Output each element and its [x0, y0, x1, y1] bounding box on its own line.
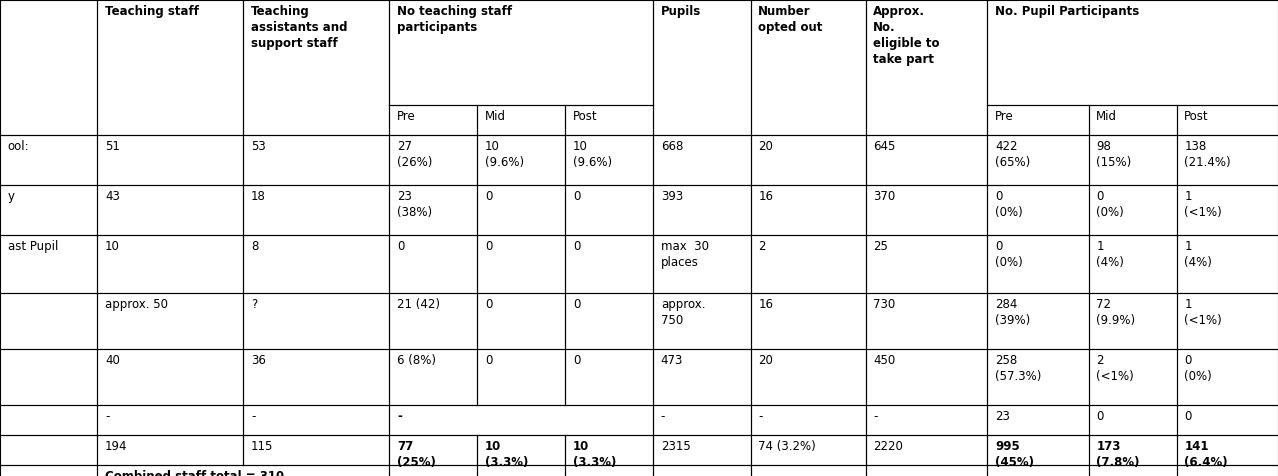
Text: 138
(21.4%): 138 (21.4%)	[1185, 140, 1231, 169]
Text: 51: 51	[105, 140, 120, 153]
Text: 995
(45%): 995 (45%)	[994, 440, 1034, 469]
Text: -: -	[758, 410, 763, 423]
Text: 53: 53	[250, 140, 266, 153]
Text: 23: 23	[994, 410, 1010, 423]
Text: 141
(6.4%): 141 (6.4%)	[1185, 440, 1228, 469]
Text: 27
(26%): 27 (26%)	[397, 140, 432, 169]
Text: 2315: 2315	[661, 440, 690, 453]
Text: 16: 16	[758, 298, 773, 311]
Text: 10
(3.3%): 10 (3.3%)	[573, 440, 616, 469]
Text: 8: 8	[250, 240, 258, 253]
Text: 1
(<1%): 1 (<1%)	[1185, 190, 1222, 219]
Text: 20: 20	[758, 140, 773, 153]
Text: 40: 40	[105, 354, 120, 367]
Text: 0: 0	[486, 240, 492, 253]
Text: 0: 0	[1185, 410, 1191, 423]
Text: 6 (8%): 6 (8%)	[397, 354, 436, 367]
Text: Mid: Mid	[486, 110, 506, 123]
Text: 0: 0	[397, 240, 405, 253]
Text: 645: 645	[873, 140, 896, 153]
Text: 21 (42): 21 (42)	[397, 298, 440, 311]
Text: No. Pupil Participants: No. Pupil Participants	[994, 5, 1139, 18]
Text: 668: 668	[661, 140, 684, 153]
Text: 0
(0%): 0 (0%)	[994, 190, 1022, 219]
Text: -: -	[661, 410, 666, 423]
Text: 115: 115	[250, 440, 273, 453]
Text: 450: 450	[873, 354, 896, 367]
Text: 730: 730	[873, 298, 896, 311]
Text: 173
(7.8%): 173 (7.8%)	[1097, 440, 1140, 469]
Text: -: -	[105, 410, 110, 423]
Text: 10
(3.3%): 10 (3.3%)	[486, 440, 528, 469]
Text: 25: 25	[873, 240, 888, 253]
Text: 0: 0	[573, 354, 580, 367]
Text: Number
opted out: Number opted out	[758, 5, 823, 34]
Text: 74 (3.2%): 74 (3.2%)	[758, 440, 815, 453]
Text: 0: 0	[573, 190, 580, 203]
Text: 10
(9.6%): 10 (9.6%)	[486, 140, 524, 169]
Text: Approx.
No.
eligible to
take part: Approx. No. eligible to take part	[873, 5, 939, 66]
Text: 10
(9.6%): 10 (9.6%)	[573, 140, 612, 169]
Text: Combined staff total = 310: Combined staff total = 310	[105, 470, 284, 476]
Text: 0
(0%): 0 (0%)	[994, 240, 1022, 269]
Text: 1
(<1%): 1 (<1%)	[1185, 298, 1222, 327]
Text: 0: 0	[486, 298, 492, 311]
Text: 36: 36	[250, 354, 266, 367]
Text: Teaching staff: Teaching staff	[105, 5, 199, 18]
Text: 2: 2	[758, 240, 766, 253]
Text: 0: 0	[573, 240, 580, 253]
Text: approx. 50: approx. 50	[105, 298, 167, 311]
Text: -: -	[873, 410, 878, 423]
Text: 16: 16	[758, 190, 773, 203]
Text: 98
(15%): 98 (15%)	[1097, 140, 1131, 169]
Text: max  30
places: max 30 places	[661, 240, 709, 269]
Text: 422
(65%): 422 (65%)	[994, 140, 1030, 169]
Text: -: -	[250, 410, 256, 423]
Text: 2
(<1%): 2 (<1%)	[1097, 354, 1134, 383]
Text: -: -	[397, 410, 403, 423]
Text: 473: 473	[661, 354, 684, 367]
Text: 258
(57.3%): 258 (57.3%)	[994, 354, 1042, 383]
Text: Pre: Pre	[397, 110, 415, 123]
Text: Pre: Pre	[994, 110, 1013, 123]
Text: 1
(4%): 1 (4%)	[1185, 240, 1212, 269]
Text: 18: 18	[250, 190, 266, 203]
Text: 0: 0	[573, 298, 580, 311]
Text: 0
(0%): 0 (0%)	[1097, 190, 1125, 219]
Text: 23
(38%): 23 (38%)	[397, 190, 432, 219]
Text: 0: 0	[486, 190, 492, 203]
Text: Teaching
assistants and
support staff: Teaching assistants and support staff	[250, 5, 348, 50]
Text: Post: Post	[1185, 110, 1209, 123]
Text: 1
(4%): 1 (4%)	[1097, 240, 1125, 269]
Text: 284
(39%): 284 (39%)	[994, 298, 1030, 327]
Text: 0: 0	[1097, 410, 1104, 423]
Text: 72
(9.9%): 72 (9.9%)	[1097, 298, 1135, 327]
Text: 370: 370	[873, 190, 896, 203]
Text: 194: 194	[105, 440, 128, 453]
Text: Post: Post	[573, 110, 598, 123]
Text: Pupils: Pupils	[661, 5, 702, 18]
Text: approx.
750: approx. 750	[661, 298, 705, 327]
Text: No teaching staff
participants: No teaching staff participants	[397, 5, 512, 34]
Text: 20: 20	[758, 354, 773, 367]
Text: 0
(0%): 0 (0%)	[1185, 354, 1212, 383]
Text: ast Pupil: ast Pupil	[8, 240, 58, 253]
Text: 2220: 2220	[873, 440, 904, 453]
Text: Mid: Mid	[1097, 110, 1117, 123]
Text: 10: 10	[105, 240, 120, 253]
Text: ?: ?	[250, 298, 257, 311]
Text: 0: 0	[486, 354, 492, 367]
Text: ool:: ool:	[8, 140, 29, 153]
Text: 77
(25%): 77 (25%)	[397, 440, 436, 469]
Text: 393: 393	[661, 190, 684, 203]
Text: y: y	[8, 190, 14, 203]
Text: 43: 43	[105, 190, 120, 203]
